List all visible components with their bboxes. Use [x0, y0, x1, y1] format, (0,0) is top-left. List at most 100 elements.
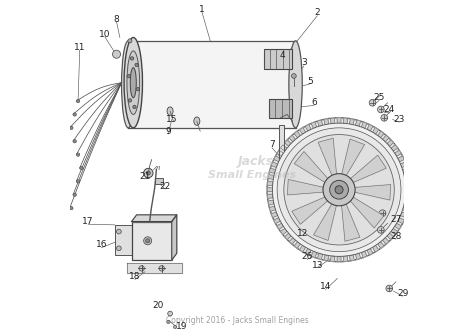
- Polygon shape: [330, 118, 335, 124]
- Polygon shape: [350, 197, 384, 228]
- Text: 25: 25: [374, 93, 385, 102]
- Circle shape: [273, 123, 406, 256]
- Text: 15: 15: [166, 115, 177, 124]
- Text: 16: 16: [96, 241, 107, 249]
- Polygon shape: [287, 179, 324, 195]
- Ellipse shape: [194, 117, 200, 125]
- Polygon shape: [330, 256, 335, 261]
- Bar: [155, 178, 164, 184]
- Polygon shape: [373, 128, 379, 134]
- Polygon shape: [292, 197, 328, 224]
- Polygon shape: [404, 200, 410, 205]
- Polygon shape: [405, 181, 411, 185]
- Text: 6: 6: [311, 98, 317, 107]
- Polygon shape: [395, 150, 401, 156]
- Circle shape: [128, 39, 132, 43]
- Polygon shape: [132, 215, 177, 221]
- Polygon shape: [349, 255, 354, 261]
- Text: 9: 9: [165, 127, 171, 136]
- Text: 5: 5: [308, 77, 313, 85]
- Text: Copyright 2016 - Jacks Small Engines: Copyright 2016 - Jacks Small Engines: [165, 316, 309, 325]
- Circle shape: [70, 207, 73, 210]
- Text: Jacks: Jacks: [237, 155, 273, 168]
- Polygon shape: [269, 206, 275, 211]
- Circle shape: [76, 180, 80, 183]
- Polygon shape: [281, 228, 287, 235]
- Ellipse shape: [127, 51, 140, 115]
- Text: 27: 27: [390, 215, 401, 224]
- Circle shape: [139, 266, 144, 271]
- Polygon shape: [324, 255, 328, 261]
- Text: 21: 21: [139, 172, 151, 181]
- Text: 14: 14: [320, 282, 331, 291]
- Circle shape: [277, 128, 401, 252]
- Polygon shape: [343, 118, 347, 124]
- Polygon shape: [343, 256, 347, 261]
- Polygon shape: [277, 223, 283, 229]
- Polygon shape: [398, 156, 404, 162]
- Circle shape: [168, 311, 173, 316]
- Circle shape: [379, 210, 386, 216]
- Circle shape: [377, 226, 384, 233]
- Ellipse shape: [124, 38, 143, 128]
- Text: 4: 4: [279, 51, 285, 60]
- Circle shape: [70, 126, 73, 129]
- Circle shape: [386, 285, 392, 292]
- Bar: [132, 221, 172, 260]
- Text: 1: 1: [199, 5, 205, 13]
- Text: 17: 17: [82, 217, 94, 226]
- Ellipse shape: [289, 41, 302, 128]
- Polygon shape: [294, 131, 301, 138]
- Circle shape: [146, 239, 150, 243]
- Polygon shape: [391, 145, 398, 151]
- Circle shape: [267, 118, 411, 262]
- Polygon shape: [378, 242, 384, 248]
- Polygon shape: [267, 194, 273, 198]
- Circle shape: [144, 168, 153, 178]
- Circle shape: [330, 180, 348, 199]
- Circle shape: [167, 320, 170, 324]
- Circle shape: [73, 193, 76, 197]
- Circle shape: [146, 171, 150, 175]
- Polygon shape: [378, 131, 384, 138]
- Circle shape: [159, 266, 164, 271]
- Circle shape: [76, 153, 80, 156]
- Text: 26: 26: [301, 252, 313, 261]
- Polygon shape: [337, 256, 341, 262]
- Circle shape: [73, 139, 76, 143]
- Polygon shape: [284, 140, 291, 146]
- Polygon shape: [267, 188, 273, 192]
- Polygon shape: [383, 135, 389, 142]
- Circle shape: [127, 75, 130, 78]
- Circle shape: [369, 99, 376, 106]
- Polygon shape: [367, 249, 373, 255]
- Polygon shape: [318, 138, 337, 176]
- Polygon shape: [268, 200, 274, 205]
- Polygon shape: [361, 122, 367, 128]
- Text: 8: 8: [114, 14, 119, 24]
- Polygon shape: [281, 145, 287, 151]
- Circle shape: [80, 166, 83, 170]
- Polygon shape: [277, 150, 283, 156]
- Polygon shape: [350, 155, 386, 183]
- Polygon shape: [373, 245, 379, 252]
- Polygon shape: [354, 184, 391, 200]
- Polygon shape: [284, 233, 291, 240]
- Polygon shape: [305, 249, 311, 255]
- Text: Small Engines: Small Engines: [208, 170, 296, 180]
- Polygon shape: [324, 119, 328, 125]
- Polygon shape: [318, 120, 323, 126]
- Circle shape: [133, 105, 136, 109]
- Text: 3: 3: [301, 58, 307, 67]
- Polygon shape: [311, 122, 317, 128]
- Polygon shape: [401, 212, 407, 218]
- Bar: [277, 165, 310, 169]
- Circle shape: [284, 134, 394, 245]
- Circle shape: [335, 186, 343, 194]
- Text: 2: 2: [314, 8, 320, 17]
- Text: 12: 12: [297, 229, 308, 238]
- Polygon shape: [305, 124, 311, 131]
- Circle shape: [112, 50, 120, 58]
- Polygon shape: [289, 238, 296, 244]
- Polygon shape: [361, 251, 367, 257]
